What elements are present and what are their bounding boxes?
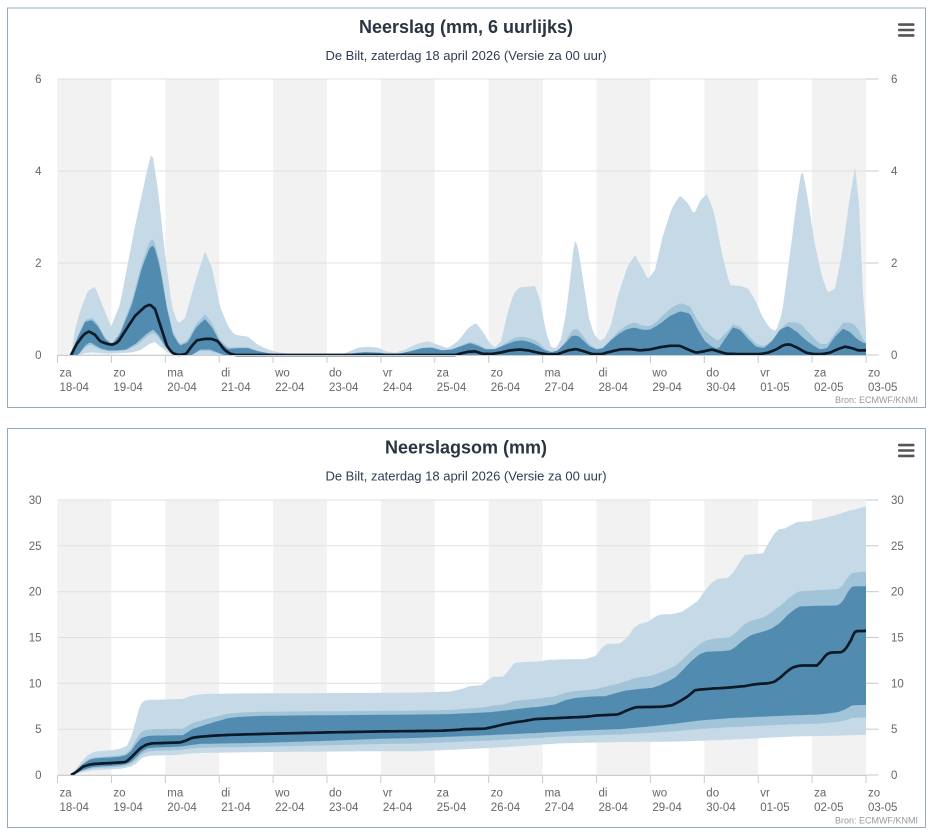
svg-text:02-05: 02-05	[814, 382, 843, 394]
svg-text:vr: vr	[760, 788, 770, 800]
svg-text:zo: zo	[868, 368, 880, 380]
svg-text:27-04: 27-04	[545, 802, 575, 814]
svg-text:25: 25	[29, 541, 42, 553]
svg-text:18-04: 18-04	[60, 382, 90, 394]
svg-text:30-04: 30-04	[706, 382, 736, 394]
svg-text:vr: vr	[383, 368, 393, 380]
svg-text:0: 0	[891, 350, 897, 362]
svg-text:2: 2	[891, 258, 897, 270]
svg-text:6: 6	[891, 74, 897, 86]
svg-text:za: za	[814, 788, 827, 800]
svg-text:0: 0	[35, 770, 41, 782]
svg-text:20: 20	[891, 587, 904, 599]
svg-text:27-04: 27-04	[545, 382, 575, 394]
svg-text:wo: wo	[651, 368, 667, 380]
svg-text:25: 25	[891, 541, 904, 553]
svg-text:De Bilt, zaterdag 18 april 202: De Bilt, zaterdag 18 april 2026 (Versie …	[325, 469, 606, 484]
svg-text:30: 30	[891, 495, 904, 507]
svg-text:01-05: 01-05	[760, 382, 789, 394]
svg-text:01-05: 01-05	[760, 802, 789, 814]
svg-text:28-04: 28-04	[599, 382, 629, 394]
svg-text:do: do	[706, 788, 719, 800]
svg-text:25-04: 25-04	[437, 802, 467, 814]
svg-text:zo: zo	[113, 368, 125, 380]
svg-text:di: di	[221, 368, 230, 380]
svg-text:do: do	[329, 368, 342, 380]
svg-text:10: 10	[891, 678, 904, 690]
svg-text:22-04: 22-04	[275, 382, 305, 394]
svg-text:zo: zo	[491, 788, 503, 800]
svg-text:4: 4	[891, 166, 898, 178]
svg-text:di: di	[599, 368, 608, 380]
svg-text:za: za	[814, 368, 827, 380]
svg-text:do: do	[706, 368, 719, 380]
svg-text:19-04: 19-04	[113, 802, 143, 814]
svg-text:24-04: 24-04	[383, 802, 413, 814]
svg-text:Bron: ECMWF/KNMI: Bron: ECMWF/KNMI	[835, 395, 918, 405]
svg-text:zo: zo	[113, 788, 125, 800]
svg-text:Neerslag (mm, 6 uurlijks): Neerslag (mm, 6 uurlijks)	[359, 17, 573, 37]
svg-text:21-04: 21-04	[221, 802, 251, 814]
svg-text:za: za	[60, 368, 73, 380]
svg-text:30-04: 30-04	[706, 802, 736, 814]
svg-text:20: 20	[29, 587, 42, 599]
svg-text:22-04: 22-04	[275, 802, 305, 814]
svg-text:02-05: 02-05	[814, 802, 843, 814]
svg-text:0: 0	[891, 770, 897, 782]
svg-text:21-04: 21-04	[221, 382, 251, 394]
svg-text:ma: ma	[167, 788, 184, 800]
svg-text:ma: ma	[545, 368, 562, 380]
svg-text:29-04: 29-04	[652, 802, 682, 814]
svg-text:4: 4	[35, 166, 42, 178]
svg-text:24-04: 24-04	[383, 382, 413, 394]
svg-text:wo: wo	[274, 788, 290, 800]
svg-text:zo: zo	[491, 368, 503, 380]
svg-text:do: do	[329, 788, 342, 800]
svg-text:za: za	[437, 788, 450, 800]
svg-text:19-04: 19-04	[113, 382, 143, 394]
svg-text:03-05: 03-05	[868, 802, 897, 814]
svg-text:di: di	[599, 788, 608, 800]
svg-text:29-04: 29-04	[652, 382, 682, 394]
svg-text:De Bilt, zaterdag 18 april 202: De Bilt, zaterdag 18 april 2026 (Versie …	[325, 48, 606, 63]
svg-text:23-04: 23-04	[329, 382, 359, 394]
svg-text:zo: zo	[868, 788, 880, 800]
svg-text:20-04: 20-04	[167, 802, 197, 814]
svg-text:za: za	[60, 788, 73, 800]
svg-text:15: 15	[29, 633, 42, 645]
svg-text:23-04: 23-04	[329, 802, 359, 814]
svg-text:za: za	[437, 368, 450, 380]
svg-text:18-04: 18-04	[60, 802, 90, 814]
svg-text:26-04: 26-04	[491, 802, 521, 814]
svg-text:5: 5	[35, 724, 41, 736]
svg-text:30: 30	[29, 495, 42, 507]
svg-text:26-04: 26-04	[491, 382, 521, 394]
svg-text:ma: ma	[545, 788, 562, 800]
svg-text:28-04: 28-04	[599, 802, 629, 814]
svg-text:Bron: ECMWF/KNMI: Bron: ECMWF/KNMI	[835, 816, 918, 826]
svg-text:15: 15	[891, 633, 904, 645]
svg-text:Neerslagsom (mm): Neerslagsom (mm)	[385, 438, 547, 458]
svg-text:ma: ma	[167, 368, 184, 380]
svg-text:vr: vr	[383, 788, 393, 800]
svg-text:vr: vr	[760, 368, 770, 380]
svg-text:6: 6	[35, 74, 41, 86]
svg-text:wo: wo	[651, 788, 667, 800]
svg-text:di: di	[221, 788, 230, 800]
svg-text:5: 5	[891, 724, 897, 736]
svg-text:wo: wo	[274, 368, 290, 380]
svg-text:20-04: 20-04	[167, 382, 197, 394]
svg-text:03-05: 03-05	[868, 382, 897, 394]
svg-text:2: 2	[35, 258, 41, 270]
svg-text:0: 0	[35, 350, 41, 362]
svg-text:10: 10	[29, 678, 42, 690]
svg-text:25-04: 25-04	[437, 382, 467, 394]
